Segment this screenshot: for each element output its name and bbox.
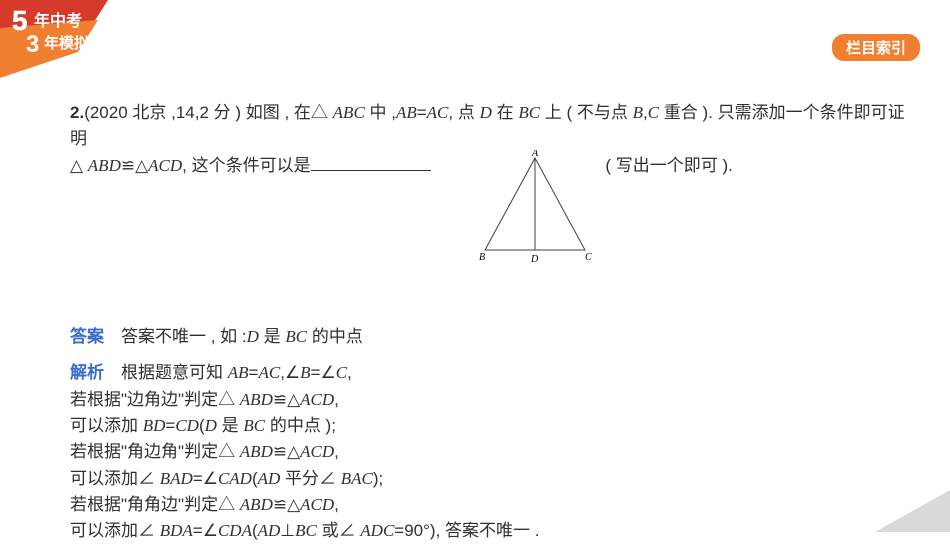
corner-decoration bbox=[875, 490, 950, 532]
question-block: 2.(2020 北京 ,14,2 分 ) 如图 , 在△ ABC 中 ,AB=A… bbox=[70, 100, 915, 179]
question-number: 2. bbox=[70, 103, 84, 122]
logo-text-1: 年中考 bbox=[34, 11, 82, 30]
triangle-figure: A B D C bbox=[465, 150, 605, 278]
answer-section: 答案 答案不唯一 , 如 :D 是 BC 的中点 bbox=[70, 324, 915, 350]
svg-text:C: C bbox=[585, 252, 592, 263]
page-content: 2.(2020 北京 ,14,2 分 ) 如图 , 在△ ABC 中 ,AB=A… bbox=[70, 100, 915, 545]
fill-blank bbox=[311, 153, 431, 171]
svg-text:D: D bbox=[530, 254, 539, 265]
index-badge-label: 栏目索引 bbox=[846, 40, 906, 57]
answer-label: 答案 bbox=[70, 327, 104, 346]
index-badge[interactable]: 栏目索引 bbox=[832, 34, 920, 61]
svg-text:A: A bbox=[531, 150, 539, 159]
logo-text-2: 年模拟 bbox=[44, 34, 89, 52]
brand-logo: 5 年中考 3 年模拟 bbox=[0, 0, 110, 80]
svg-text:B: B bbox=[479, 252, 485, 263]
question-source: (2020 北京 ,14,2 分 ) bbox=[84, 103, 246, 122]
analysis-section: 解析 根据题意可知 AB=AC,∠B=∠C, 若根据"边角边"判定△ ABD≌△… bbox=[70, 360, 915, 544]
logo-num-3: 3 bbox=[26, 31, 39, 58]
analysis-label: 解析 bbox=[70, 363, 104, 382]
